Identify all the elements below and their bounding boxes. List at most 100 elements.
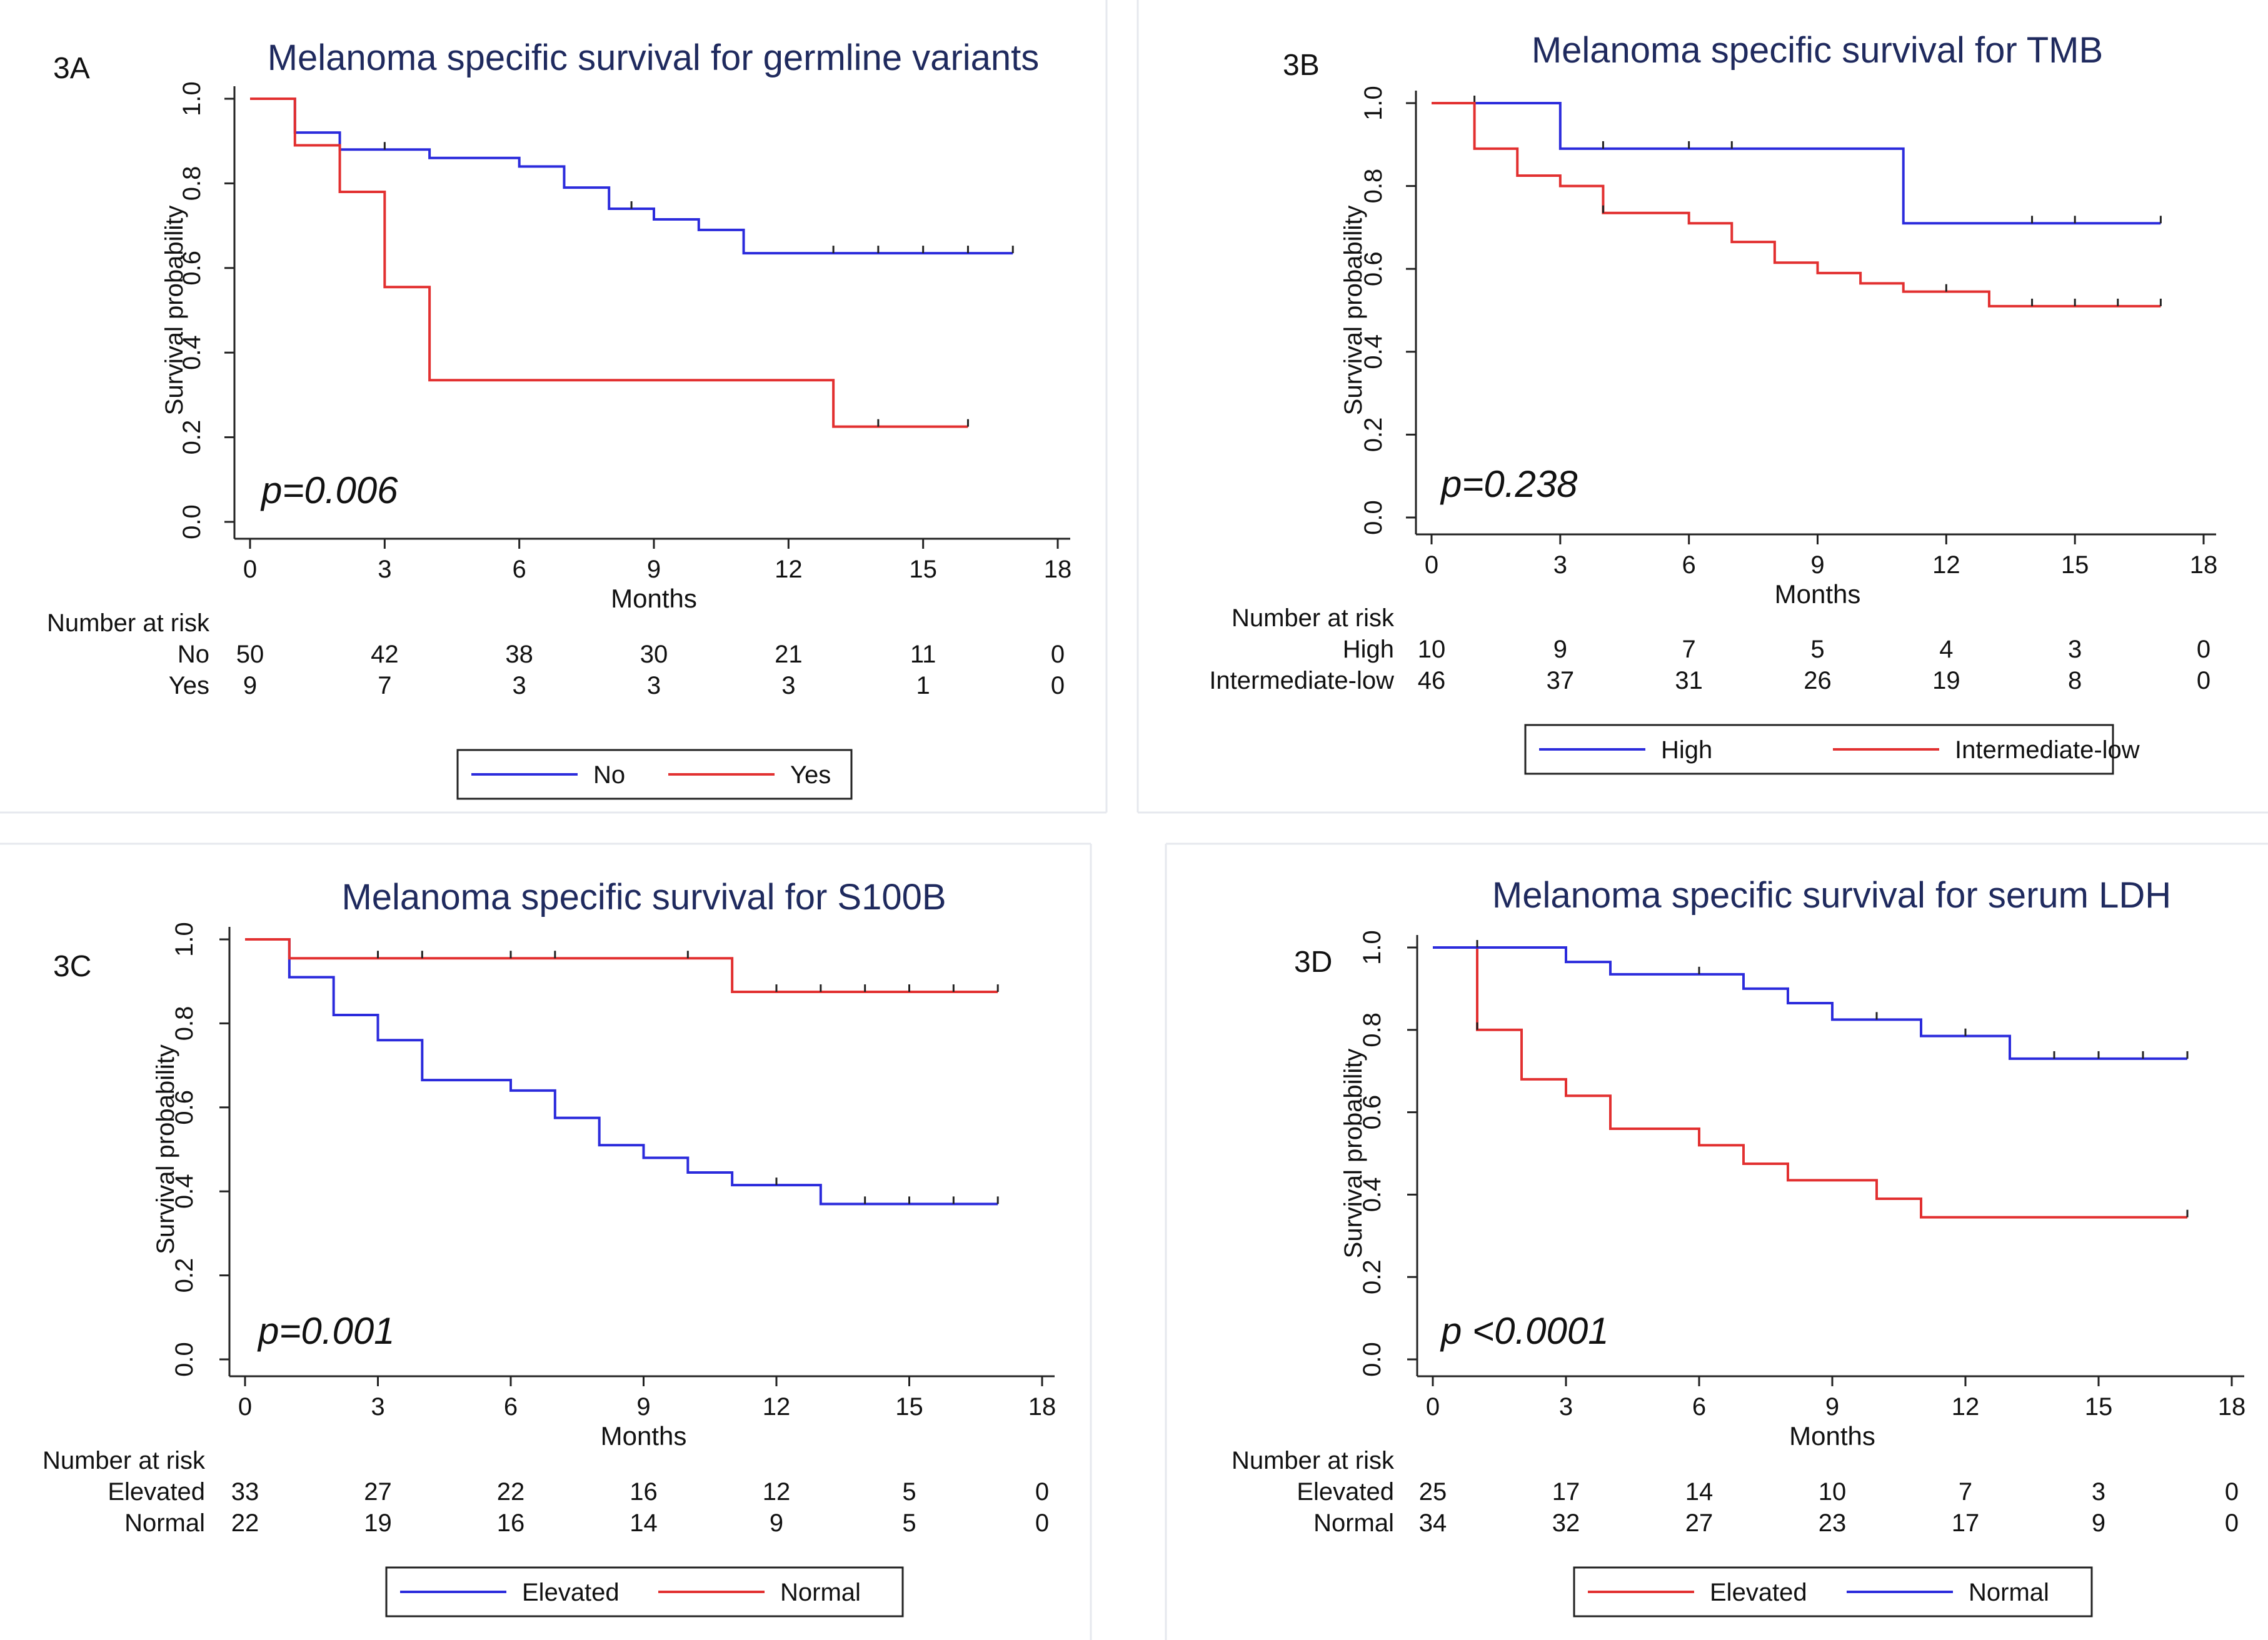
- risk-count: 3: [781, 672, 795, 699]
- risk-table-title: Number at risk: [43, 1447, 206, 1474]
- risk-count: 26: [1804, 667, 1832, 694]
- y-tick-label: 0.0: [1360, 500, 1387, 535]
- p-value: p=0.238: [1440, 463, 1578, 505]
- legend: Elevated Normal: [385, 1566, 904, 1618]
- x-tick-label: 6: [1682, 551, 1696, 579]
- y-tick-label: 1.0: [178, 81, 206, 116]
- risk-count: 37: [1547, 667, 1575, 694]
- risk-count: 9: [1553, 636, 1567, 663]
- legend-label: Elevated: [522, 1579, 620, 1606]
- x-tick-label: 12: [1952, 1393, 1980, 1421]
- risk-count: 0: [2225, 1478, 2239, 1506]
- chart-panel-3c: Melanoma specific survival for S100B 3C 0 3…: [43, 877, 1056, 1618]
- series-line-yes: [250, 98, 968, 428]
- y-tick-label: 0.8: [178, 166, 206, 201]
- x-tick-label: 9: [636, 1393, 650, 1421]
- risk-count: 10: [1819, 1478, 1847, 1506]
- risk-row-label: High: [1343, 636, 1394, 663]
- risk-row-label: Elevated: [1297, 1478, 1394, 1506]
- x-tick-label: 6: [1692, 1393, 1706, 1421]
- risk-row-label: Normal: [1313, 1509, 1394, 1537]
- y-axis-label: Survival probability: [1340, 1049, 1367, 1259]
- x-axis-label: Months: [1789, 1421, 1875, 1451]
- p-value: p=0.006: [260, 469, 398, 511]
- x-tick-label: 12: [1932, 551, 1960, 579]
- series-line-high: [1432, 102, 2161, 225]
- risk-count: 5: [1810, 636, 1824, 663]
- x-tick-label: 0: [238, 1393, 252, 1421]
- risk-count: 38: [505, 641, 533, 668]
- panel-label: 3B: [1283, 49, 1320, 82]
- p-value: p <0.0001: [1440, 1310, 1609, 1352]
- risk-count: 17: [1952, 1509, 1980, 1537]
- y-tick-label: 0.0: [1358, 1342, 1386, 1377]
- x-tick-label: 3: [1559, 1393, 1573, 1421]
- y-axis-label: Survival probability: [1340, 206, 1367, 416]
- y-tick-label: 0.6: [1358, 1095, 1386, 1130]
- risk-count: 32: [1552, 1509, 1580, 1537]
- chart-panel-3b: Melanoma specific survival for TMB 3B 0 3 6 9…: [1209, 30, 2217, 775]
- risk-count: 7: [1959, 1478, 1972, 1506]
- y-tick-label: 0.8: [1360, 169, 1387, 204]
- risk-count: 3: [513, 672, 526, 699]
- chart-panel-3d: Melanoma specific survival for serum LDH…: [1232, 875, 2246, 1618]
- risk-row-label: Yes: [169, 672, 209, 699]
- y-tick-label: 0.6: [171, 1090, 198, 1125]
- legend-label: High: [1661, 736, 1712, 764]
- risk-count: 33: [231, 1478, 259, 1506]
- risk-count: 0: [1051, 641, 1065, 668]
- y-tick-label: 0.2: [1358, 1259, 1386, 1294]
- p-value: p=0.001: [257, 1310, 395, 1352]
- legend-label: No: [593, 761, 625, 789]
- x-tick-label: 18: [2218, 1393, 2246, 1421]
- risk-count: 12: [763, 1478, 791, 1506]
- risk-count: 27: [364, 1478, 392, 1506]
- x-axis-label: Months: [1775, 579, 1861, 609]
- x-tick-label: 0: [1426, 1393, 1440, 1421]
- risk-count: 0: [1035, 1509, 1049, 1537]
- y-tick-label: 0.6: [178, 251, 206, 286]
- legend-label: Elevated: [1710, 1579, 1807, 1606]
- risk-count: 0: [2197, 667, 2210, 694]
- risk-count: 19: [364, 1509, 392, 1537]
- risk-count: 5: [902, 1509, 916, 1537]
- y-tick-label: 0.8: [1358, 1012, 1386, 1048]
- series-line-elevated: [245, 938, 998, 1206]
- x-axis-label: Months: [601, 1421, 687, 1451]
- legend: High Intermediate-low: [1524, 724, 2140, 775]
- risk-count: 3: [2092, 1478, 2105, 1506]
- risk-table-title: Number at risk: [47, 609, 210, 637]
- risk-count: 7: [378, 672, 391, 699]
- legend-label: Normal: [780, 1579, 861, 1606]
- x-tick-label: 6: [504, 1393, 518, 1421]
- legend: Elevated Normal: [1573, 1566, 2093, 1618]
- y-tick-label: 0.6: [1360, 251, 1387, 286]
- legend-label: Yes: [790, 761, 831, 789]
- x-tick-label: 15: [2085, 1393, 2113, 1421]
- legend-label: Intermediate-low: [1955, 736, 2140, 764]
- y-tick-label: 0.4: [1360, 334, 1387, 369]
- x-tick-label: 12: [775, 556, 803, 583]
- risk-count: 30: [640, 641, 668, 668]
- y-tick-label: 1.0: [171, 922, 198, 957]
- risk-count: 17: [1552, 1478, 1580, 1506]
- panel-label: 3A: [53, 52, 90, 85]
- y-tick-label: 0.2: [1360, 418, 1387, 452]
- risk-count: 23: [1819, 1509, 1847, 1537]
- y-tick-label: 0.4: [178, 335, 206, 370]
- risk-count: 4: [1939, 636, 1953, 663]
- risk-count: 0: [1051, 672, 1065, 699]
- series-line-intermediate-low: [1432, 102, 2161, 308]
- y-tick-label: 0.0: [178, 504, 206, 539]
- x-tick-label: 3: [371, 1393, 384, 1421]
- risk-count: 34: [1419, 1509, 1447, 1537]
- panel-label: 3C: [53, 950, 91, 983]
- risk-count: 0: [2197, 636, 2210, 663]
- risk-count: 46: [1418, 667, 1446, 694]
- series-line-elevated: [1433, 946, 2187, 1219]
- risk-count: 22: [497, 1478, 525, 1506]
- risk-count: 27: [1685, 1509, 1714, 1537]
- y-axis-label: Survival probability: [152, 1044, 179, 1254]
- y-tick-label: 0.2: [171, 1258, 198, 1293]
